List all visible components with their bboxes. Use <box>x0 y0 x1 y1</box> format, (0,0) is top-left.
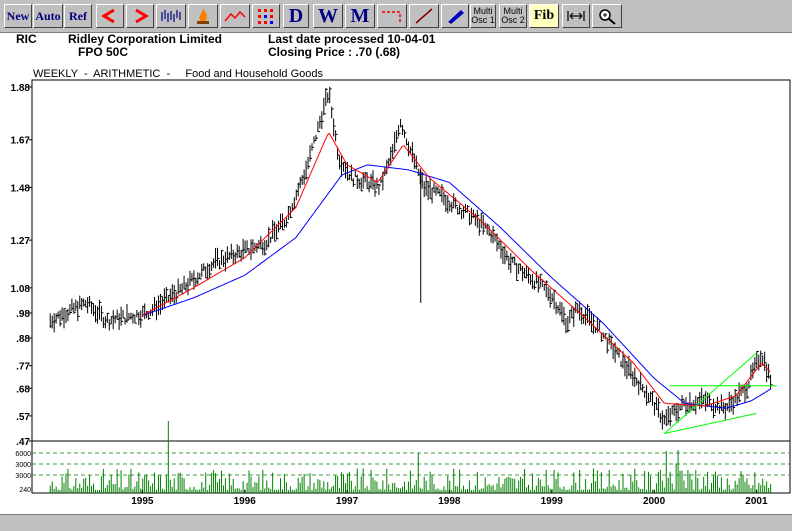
y-tick-label: .77 <box>16 362 30 373</box>
last-date-processed: Last date processed 10-04-01 <box>268 32 436 46</box>
x-tick-label: 1997 <box>336 496 359 507</box>
fibonacci-button[interactable]: Fib <box>529 4 559 28</box>
volume-tick-label: 6000 <box>15 451 31 458</box>
line-chart-icon <box>224 10 246 22</box>
status-bar <box>0 514 792 531</box>
trendline <box>663 352 757 434</box>
y-tick-label: .88 <box>16 334 30 345</box>
scroll-right-button[interactable] <box>126 4 154 28</box>
y-tick-label: 1.08 <box>11 284 31 295</box>
horizontal-line-button[interactable] <box>377 4 407 28</box>
multi-osc-1-line2: Osc 1 <box>471 15 495 25</box>
y-tick-label: 1.88 <box>11 83 31 94</box>
security-code: RIC <box>16 32 37 46</box>
company-name: Ridley Corporation Limited <box>68 32 223 46</box>
multi-osc-2-line1: Multi <box>503 6 523 16</box>
trendlines <box>663 352 777 434</box>
trendline-button[interactable] <box>409 4 439 28</box>
multi-osc-2-button[interactable]: Multi Osc 2 <box>499 4 527 28</box>
volume-bars <box>49 421 772 493</box>
long-moving-average <box>142 164 771 409</box>
security-type: FPO 50C <box>78 45 129 59</box>
arrow-left-icon <box>101 8 115 24</box>
ohlc-bars-icon <box>161 10 181 22</box>
ma-long-line <box>142 164 771 409</box>
x-tick-label: 1995 <box>131 496 154 507</box>
y-tick-label: .98 <box>16 309 30 320</box>
weekly-button[interactable]: W <box>313 4 343 28</box>
magnifier-icon <box>599 9 616 25</box>
chart-frame <box>31 79 791 494</box>
arrow-right-icon <box>135 8 149 24</box>
candle-button[interactable] <box>188 4 218 28</box>
price-chart: .47 .57 .68 .77 .88 .98 1.08 1.27 1.48 1.67 1.88 6… <box>11 79 791 507</box>
y-tick-label: 1.67 <box>11 136 31 147</box>
flame-icon <box>197 9 209 24</box>
point-figure-button[interactable] <box>252 4 280 28</box>
chart-header: RIC Ridley Corporation Limited FPO 50C L… <box>0 32 792 70</box>
channel-button[interactable] <box>441 4 469 28</box>
closing-price: Closing Price : .70 (.68) <box>268 45 401 59</box>
x-tick-label: 1999 <box>541 496 564 507</box>
multi-osc-1-line1: Multi <box>473 6 493 16</box>
ma-short-line <box>142 132 771 407</box>
x-tick-label: 2000 <box>643 496 666 507</box>
y-tick-label: 1.48 <box>11 183 31 194</box>
expand-arrows-icon <box>567 11 585 21</box>
volume-tick-label: 240 <box>19 487 31 494</box>
volume-tick-label: 3000 <box>15 462 31 469</box>
y-tick-label: .47 <box>16 437 30 448</box>
price-axis: .47 .57 .68 .77 .88 .98 1.08 1.27 1.48 1.67 1.88 <box>11 83 32 448</box>
multi-osc-2-line2: Osc 2 <box>501 15 525 25</box>
monthly-button[interactable]: M <box>345 4 375 28</box>
new-button[interactable]: New <box>4 4 32 28</box>
daily-button[interactable]: D <box>283 4 309 28</box>
horizontal-zoom-button[interactable] <box>562 4 590 28</box>
time-axis: 1995 1996 1997 1998 1999 2000 2001 <box>131 490 768 507</box>
volume-tick-label: 3000 <box>15 473 31 480</box>
toolbar: New Auto Ref D W M Multi Osc 1 Multi Osc… <box>0 0 792 33</box>
diagonal-line-icon <box>415 8 433 24</box>
line-chart-button[interactable] <box>220 4 250 28</box>
y-tick-label: .68 <box>16 384 30 395</box>
x-tick-label: 1998 <box>438 496 461 507</box>
zoom-button[interactable] <box>592 4 622 28</box>
trendline <box>664 412 757 434</box>
auto-button[interactable]: Auto <box>33 4 63 28</box>
scroll-left-button[interactable] <box>96 4 124 28</box>
multi-osc-1-button[interactable]: Multi Osc 1 <box>470 4 496 28</box>
chart-subtitle: WEEKLY - ARITHMETIC - Food and Household… <box>33 68 323 80</box>
volume-axis: 6000 3000 3000 240 <box>15 451 790 494</box>
bar-chart-button[interactable] <box>156 4 186 28</box>
x-tick-label: 2001 <box>745 496 768 507</box>
dashed-line-icon <box>382 11 401 23</box>
ref-button[interactable]: Ref <box>64 4 92 28</box>
grid-dots-icon <box>258 9 273 24</box>
y-tick-label: 1.27 <box>11 236 31 247</box>
plot-area <box>31 79 791 494</box>
y-tick-label: .57 <box>16 412 30 423</box>
pencil-icon <box>447 10 464 25</box>
x-tick-label: 1996 <box>234 496 257 507</box>
short-moving-average <box>142 132 771 407</box>
